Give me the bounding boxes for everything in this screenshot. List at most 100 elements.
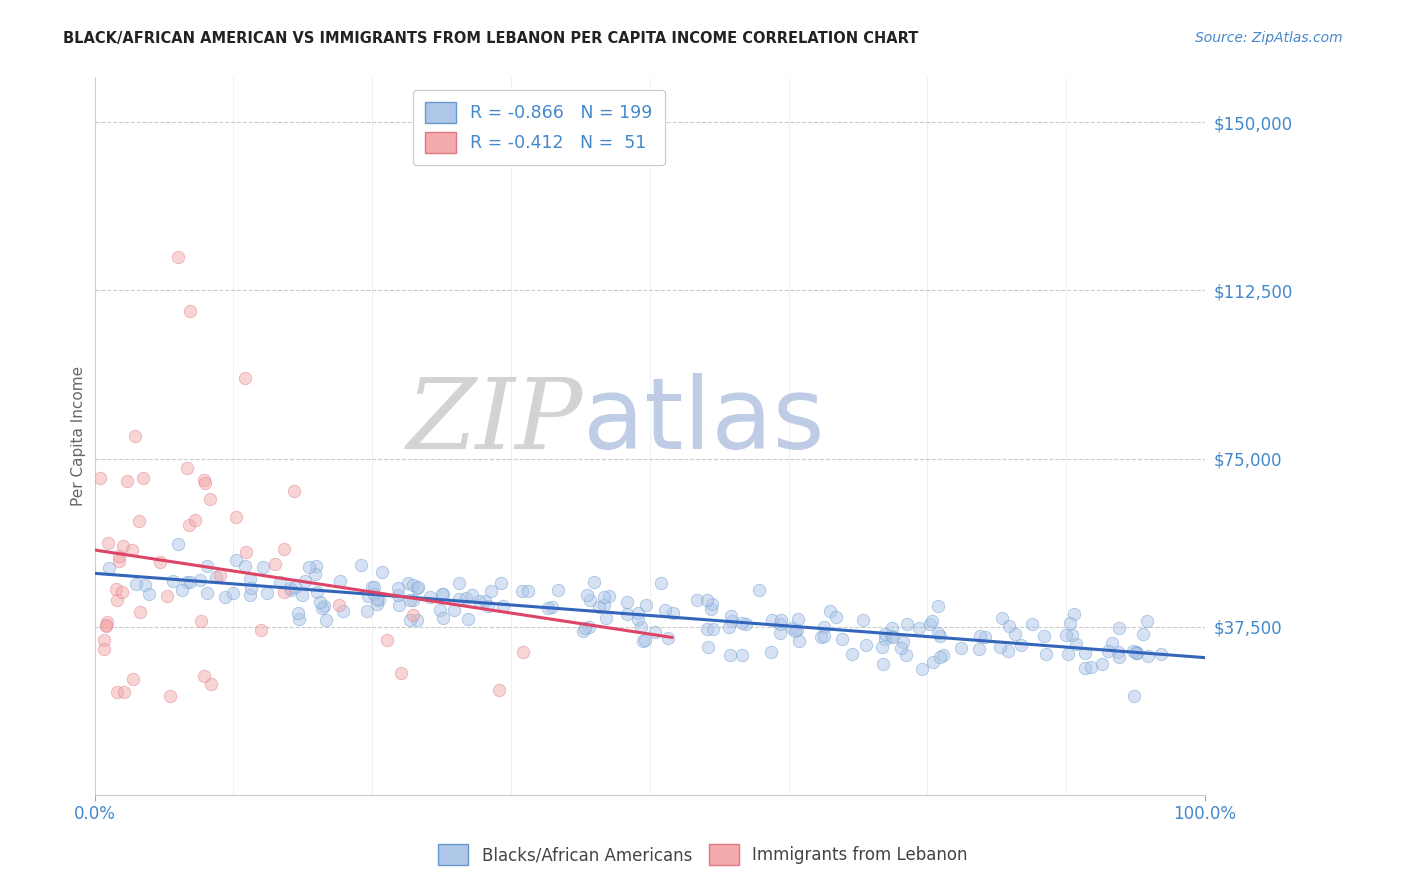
Point <box>990 610 1012 624</box>
Point <box>720 609 742 624</box>
Point <box>112 684 135 698</box>
Text: Source: ZipAtlas.com: Source: ZipAtlas.com <box>1195 31 1343 45</box>
Point <box>269 575 291 590</box>
Point <box>233 371 256 385</box>
Point <box>1091 657 1114 671</box>
Point <box>222 586 245 600</box>
Point <box>309 594 332 608</box>
Point <box>122 672 145 686</box>
Point <box>477 599 499 613</box>
Point <box>256 586 278 600</box>
Point <box>315 613 337 627</box>
Point <box>461 588 484 602</box>
Point <box>873 632 896 647</box>
Point <box>97 536 120 550</box>
Point <box>769 617 792 632</box>
Point <box>578 593 600 607</box>
Point <box>593 590 616 604</box>
Point <box>949 641 972 656</box>
Point <box>969 629 991 643</box>
Point <box>662 606 685 620</box>
Point <box>305 559 328 574</box>
Point <box>479 583 502 598</box>
Point <box>825 610 848 624</box>
Point <box>388 598 411 612</box>
Point <box>882 630 904 644</box>
Point <box>314 599 336 613</box>
Point <box>730 615 752 630</box>
Point <box>398 613 420 627</box>
Point <box>305 584 328 599</box>
Point <box>284 580 307 594</box>
Point <box>94 619 117 633</box>
Point <box>787 634 810 648</box>
Point <box>631 633 654 648</box>
Point <box>149 555 172 569</box>
Point <box>93 642 115 657</box>
Point <box>748 583 770 598</box>
Text: atlas: atlas <box>583 374 825 470</box>
Point <box>1108 650 1130 665</box>
Point <box>128 514 150 528</box>
Point <box>588 599 610 614</box>
Point <box>997 644 1019 658</box>
Point <box>1136 615 1159 629</box>
Point <box>366 591 388 606</box>
Point <box>474 593 496 607</box>
Point <box>111 539 134 553</box>
Point <box>179 303 201 318</box>
Point <box>578 619 600 633</box>
Point <box>361 581 384 595</box>
Point <box>447 575 470 590</box>
Point <box>634 598 657 612</box>
Point <box>125 577 148 591</box>
Point <box>1033 629 1056 643</box>
Point <box>1108 620 1130 634</box>
Point <box>1063 607 1085 621</box>
Point <box>1035 647 1057 661</box>
Point <box>491 576 513 591</box>
Point <box>627 607 650 621</box>
Point <box>363 587 385 601</box>
Point <box>929 629 952 643</box>
Point <box>179 574 201 589</box>
Point <box>197 586 219 600</box>
Point <box>702 622 724 636</box>
Point <box>332 604 354 618</box>
Point <box>616 607 638 622</box>
Point <box>927 599 949 613</box>
Point <box>159 690 181 704</box>
Point <box>813 620 835 634</box>
Point <box>184 513 207 527</box>
Point <box>283 483 305 498</box>
Point <box>813 629 835 643</box>
Point <box>389 665 412 680</box>
Point <box>128 605 150 619</box>
Point <box>93 632 115 647</box>
Point <box>880 621 903 635</box>
Point <box>1004 626 1026 640</box>
Point <box>239 573 262 587</box>
Point <box>731 648 754 662</box>
Point <box>1132 627 1154 641</box>
Point <box>190 614 212 628</box>
Point <box>328 599 350 613</box>
Point <box>1064 637 1087 651</box>
Point <box>510 584 533 599</box>
Point <box>138 587 160 601</box>
Point <box>273 541 295 556</box>
Point <box>432 587 454 601</box>
Point <box>488 683 510 698</box>
Point <box>366 597 388 611</box>
Point <box>630 620 652 634</box>
Point <box>492 599 515 614</box>
Point <box>297 559 319 574</box>
Point <box>449 592 471 607</box>
Point <box>214 591 236 605</box>
Point <box>1126 646 1149 660</box>
Point <box>198 491 221 506</box>
Point <box>195 558 218 573</box>
Point <box>194 475 217 490</box>
Point <box>89 471 111 485</box>
Point <box>193 669 215 683</box>
